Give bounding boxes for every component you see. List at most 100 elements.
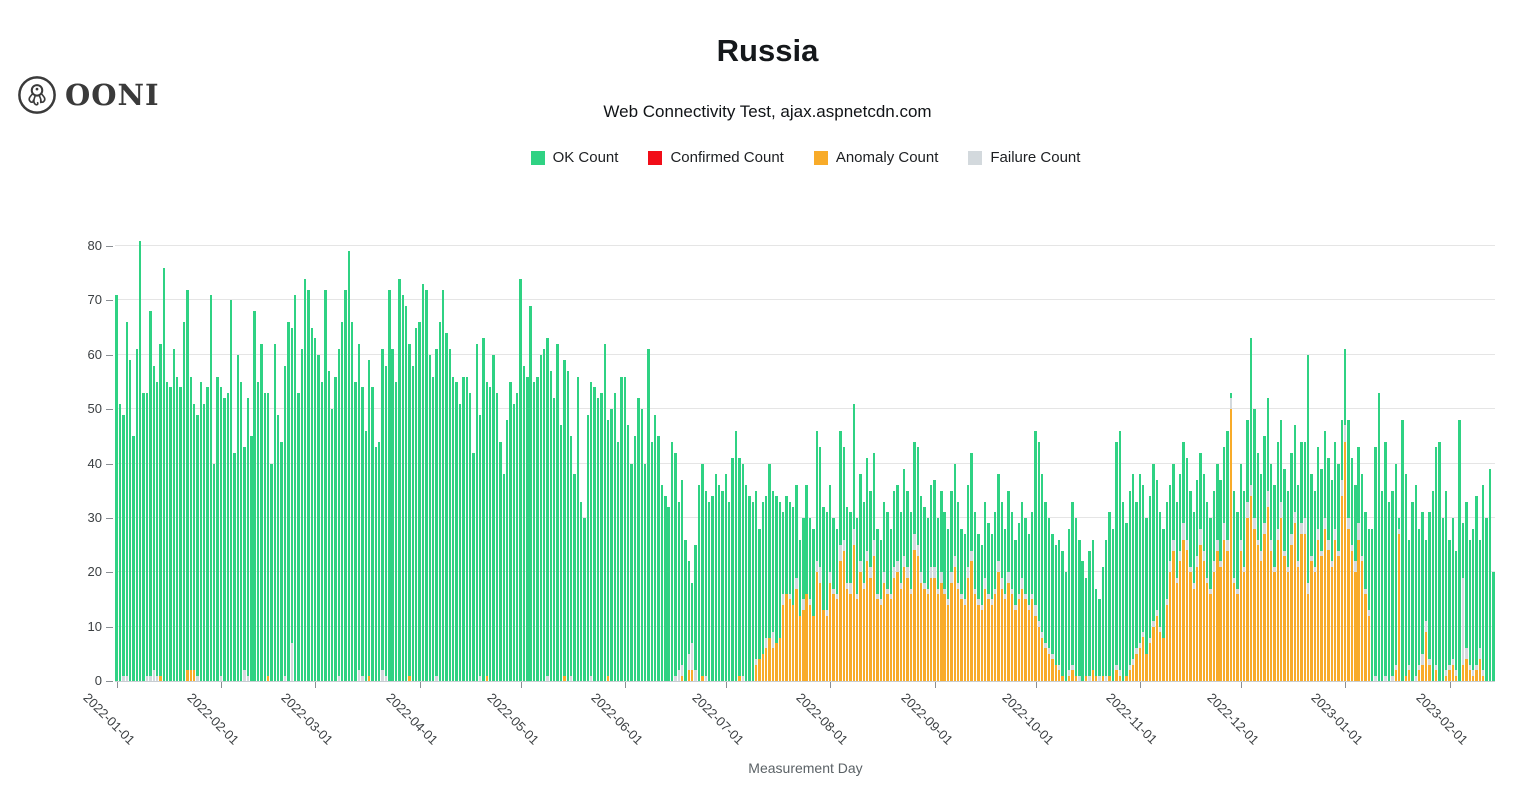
bar-day[interactable] [822,507,825,681]
bar-day[interactable] [334,376,337,681]
bar-day[interactable] [862,501,866,681]
bar-day[interactable] [1239,463,1243,681]
bar-day[interactable] [654,414,657,681]
bar-day[interactable] [381,349,384,681]
bar-day[interactable] [118,403,122,681]
bar-day[interactable] [1071,501,1074,681]
bar-day[interactable] [590,381,593,681]
bar-day[interactable] [1434,447,1438,681]
bar-day[interactable] [216,376,219,681]
bar-day[interactable] [1010,512,1014,681]
bar-day[interactable] [452,376,455,681]
bar-day[interactable] [357,343,361,681]
bar-day[interactable] [307,289,310,681]
bar-day[interactable] [1482,485,1485,681]
bar-day[interactable] [1131,474,1135,681]
bar-day[interactable] [963,534,967,681]
bar-day[interactable] [1027,534,1031,682]
bar-day[interactable] [206,387,209,681]
bar-day[interactable] [815,430,818,681]
bar-day[interactable] [1232,490,1236,681]
bar-day[interactable] [872,452,876,681]
bar-day[interactable] [930,485,933,681]
bar-day[interactable] [620,376,623,681]
bar-day[interactable] [1037,441,1041,681]
bar-day[interactable] [219,387,223,681]
bar-day[interactable] [583,517,586,681]
bar-day[interactable] [529,305,532,681]
bar-day[interactable] [684,539,687,681]
bar-day[interactable] [1414,485,1418,681]
bar-day[interactable] [1108,512,1111,681]
bar-day[interactable] [1344,349,1347,681]
bar-day[interactable] [115,294,118,681]
bar-day[interactable] [1189,490,1192,681]
bar-day[interactable] [1478,539,1482,681]
bar-day[interactable] [792,507,795,681]
bar-day[interactable] [825,512,829,681]
bar-day[interactable] [1364,512,1367,681]
bar-day[interactable] [1044,501,1047,681]
bar-day[interactable] [919,496,923,681]
bar-day[interactable] [411,365,415,681]
bar-day[interactable] [704,490,707,681]
bar-day[interactable] [1226,430,1229,681]
bar-day[interactable] [485,381,489,681]
bar-day[interactable] [1327,458,1330,681]
bar-day[interactable] [293,294,297,681]
bar-day[interactable] [717,485,721,681]
bar-day[interactable] [687,561,691,681]
bar-day[interactable] [1488,468,1492,681]
bar-day[interactable] [1317,447,1320,681]
bar-day[interactable] [522,365,526,681]
bar-day[interactable] [1185,458,1189,681]
bar-day[interactable] [970,452,973,681]
bar-day[interactable] [310,327,314,681]
bar-day[interactable] [1098,599,1101,681]
bar-day[interactable] [1293,425,1296,681]
bar-day[interactable] [892,490,896,681]
bar-day[interactable] [1323,430,1327,681]
bar-day[interactable] [866,458,869,681]
bar-day[interactable] [593,387,596,681]
bar-day[interactable] [913,441,916,681]
bar-day[interactable] [1007,490,1010,681]
legend-item-confirmed-count[interactable]: Confirmed Count [648,149,784,166]
bar-day[interactable] [765,496,768,681]
bar-day[interactable] [1125,523,1128,681]
bar-day[interactable] [340,322,344,681]
bar-day[interactable] [616,441,620,681]
bar-day[interactable] [940,490,943,681]
bar-day[interactable] [172,349,176,681]
bar-day[interactable] [421,284,425,681]
bar-day[interactable] [556,343,559,681]
bar-day[interactable] [660,485,664,681]
bar-day[interactable] [542,349,546,681]
bar-day[interactable] [202,403,206,681]
bar-day[interactable] [788,501,792,681]
bar-day[interactable] [351,322,354,681]
bar-day[interactable] [1320,468,1323,681]
bar-day[interactable] [886,512,889,681]
bar-day[interactable] [1377,392,1381,681]
bar-day[interactable] [378,441,381,681]
bar-day[interactable] [458,403,462,681]
bar-day[interactable] [1290,452,1293,681]
bar-day[interactable] [135,349,139,681]
bar-day[interactable] [1155,479,1158,681]
bar-day[interactable] [849,512,852,681]
bar-day[interactable] [731,458,734,681]
bar-day[interactable] [192,403,196,681]
bar-day[interactable] [754,490,758,681]
bar-day[interactable] [489,387,492,681]
bar-day[interactable] [330,409,334,681]
bar-day[interactable] [714,474,717,681]
bar-day[interactable] [579,501,583,681]
bar-day[interactable] [1135,501,1138,681]
bar-day[interactable] [280,441,283,681]
legend-item-anomaly-count[interactable]: Anomaly Count [813,149,938,166]
bar-day[interactable] [277,414,280,681]
bar-day[interactable] [1300,441,1303,681]
bar-day[interactable] [674,452,677,681]
bar-day[interactable] [438,322,441,681]
